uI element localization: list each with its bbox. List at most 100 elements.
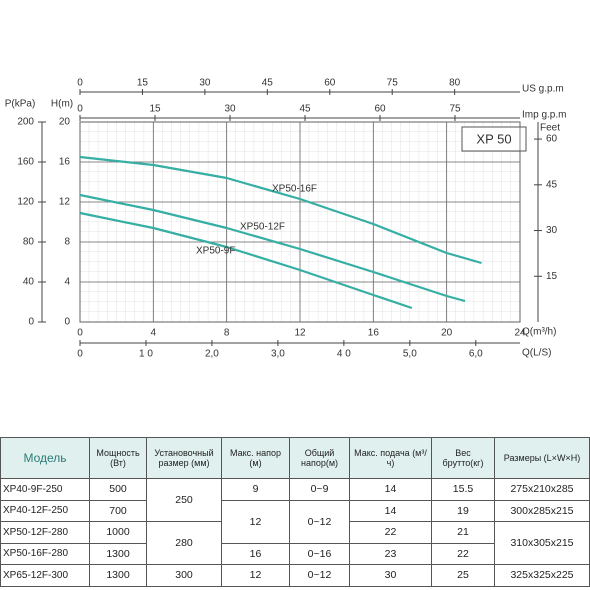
tick-label: 120 <box>17 197 34 208</box>
tick-label: 6,0 <box>469 349 483 360</box>
header: Мощность (Вт) <box>89 437 147 479</box>
tick-label: 30 <box>224 104 236 115</box>
header: Вес брутто(кг) <box>431 437 495 479</box>
cell: 325x325x225 <box>494 564 590 587</box>
cell: 0~9 <box>289 478 350 501</box>
tick-label: 0 <box>77 104 83 115</box>
tick-label: 160 <box>17 157 34 168</box>
axis-title: US g.p.m <box>522 84 564 95</box>
curve-label: XP50-9F <box>196 246 235 257</box>
header: Установочный размер (мм) <box>146 437 222 479</box>
cell: XP40-12F-250 <box>0 499 90 522</box>
cell: 22 <box>431 542 495 565</box>
tick-label: 60 <box>374 104 386 115</box>
x-tick-label: 12 <box>294 328 306 339</box>
tick-label: 75 <box>387 78 399 89</box>
cell: 21 <box>431 521 495 544</box>
tick-label: 45 <box>299 104 311 115</box>
tick-label: 40 <box>23 277 35 288</box>
cell: 22 <box>349 521 432 544</box>
y-axis-title: H(m) <box>51 99 73 110</box>
curve-label: XP50-12F <box>240 222 285 233</box>
tick-label: 30 <box>546 225 558 236</box>
tick-label: 0 <box>77 349 83 360</box>
y-tick-label: 4 <box>64 277 70 288</box>
cell: 1300 <box>89 542 147 565</box>
curve <box>79 193 466 303</box>
cell: 300x285x215 <box>494 499 590 522</box>
cell: 275x210x285 <box>494 478 590 501</box>
cell: 15.5 <box>431 478 495 501</box>
tick-label: 80 <box>449 78 461 89</box>
tick-label: 4 0 <box>337 349 351 360</box>
x-tick-label: 0 <box>77 328 83 339</box>
tick-label: 3,0 <box>271 349 285 360</box>
cell: XP65-12F-300 <box>0 564 90 587</box>
header: Макс. подача (м³/ч) <box>349 437 432 479</box>
x-tick-label: 24 <box>514 328 526 339</box>
tick-label: 30 <box>199 78 211 89</box>
cell: 12 <box>221 564 290 587</box>
tick-label: 80 <box>23 237 35 248</box>
cell: 14 <box>349 478 432 501</box>
tick-label: 0 <box>77 78 83 89</box>
chart-title: XP 50 <box>476 131 511 146</box>
tick-label: 15 <box>546 271 558 282</box>
tick-label: 60 <box>546 134 558 145</box>
cell: 19 <box>431 499 495 522</box>
cell: 300 <box>146 564 222 587</box>
header: Размеры (L×W×H) <box>494 437 590 479</box>
tick-label: 0 <box>28 317 34 328</box>
cell: 9 <box>221 478 290 501</box>
cell: 0~12 <box>289 499 350 544</box>
x-tick-label: 16 <box>368 328 380 339</box>
tick-label: 75 <box>449 104 461 115</box>
tick-label: 60 <box>324 78 336 89</box>
cell: XP50-16F-280 <box>0 542 90 565</box>
axis-title: Q(L/S) <box>522 348 551 359</box>
tick-label: 2,0 <box>205 349 219 360</box>
header: Макс. напор (м) <box>221 437 290 479</box>
cell: XP40-9F-250 <box>0 478 90 501</box>
cell: 12 <box>221 499 290 544</box>
x-axis-title: Q(m³/h) <box>522 327 556 338</box>
tick-label: 15 <box>149 104 161 115</box>
tick-label: 45 <box>546 179 558 190</box>
axis-title: Imp g.p.m <box>522 110 566 121</box>
header: Модель <box>0 437 90 479</box>
header-row: Модель Мощность (Вт) Установочный размер… <box>0 437 590 479</box>
cell: 14 <box>349 499 432 522</box>
cell: 310x305x215 <box>494 521 590 565</box>
cell: XP50-12F-280 <box>0 521 90 544</box>
x-tick-label: 8 <box>224 328 230 339</box>
title-box <box>461 126 527 152</box>
cell: 500 <box>89 478 147 501</box>
cell: 280 <box>146 521 222 565</box>
curve <box>79 211 413 310</box>
cell: 250 <box>146 478 222 522</box>
axis-title: Feet <box>540 123 560 134</box>
cell: 0~16 <box>289 542 350 565</box>
tick-label: 5,0 <box>403 349 417 360</box>
header: Общий напор(м) <box>289 437 350 479</box>
cell: 1300 <box>89 564 147 587</box>
cell: 23 <box>349 542 432 565</box>
cell: 700 <box>89 499 147 522</box>
tick-label: 45 <box>262 78 274 89</box>
x-tick-label: 20 <box>441 328 453 339</box>
y-tick-label: 8 <box>64 237 70 248</box>
y-tick-label: 12 <box>59 197 71 208</box>
curve <box>79 155 482 265</box>
cell: 16 <box>221 542 290 565</box>
axis-title: P(kPa) <box>5 99 36 110</box>
cell: 25 <box>431 564 495 587</box>
curve-label: XP50-16F <box>272 184 317 195</box>
cell: 0~12 <box>289 564 350 587</box>
y-tick-label: 20 <box>59 117 71 128</box>
x-tick-label: 4 <box>151 328 157 339</box>
spec-table: Модель Мощность (Вт) Установочный размер… <box>0 437 590 587</box>
y-tick-label: 0 <box>64 317 70 328</box>
cell: 1000 <box>89 521 147 544</box>
